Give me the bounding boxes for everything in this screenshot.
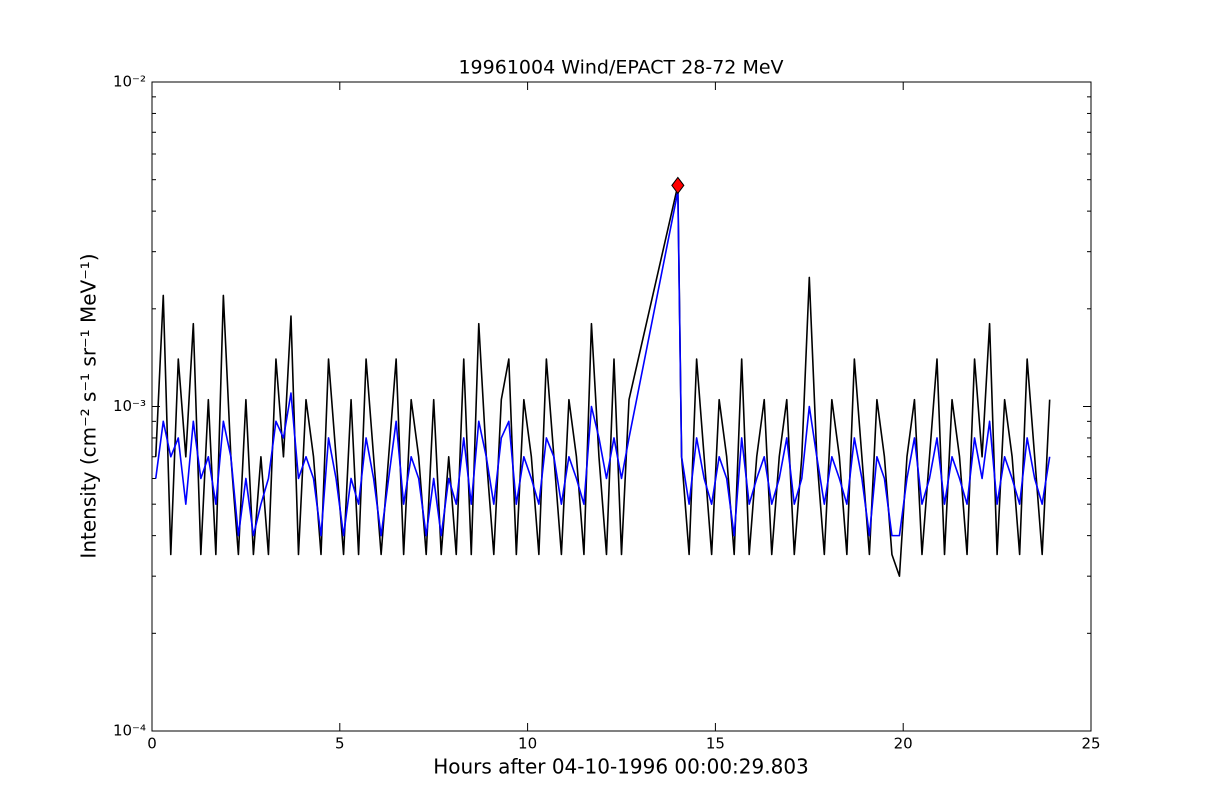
data-line xyxy=(154,190,1051,537)
x-axis-label: Hours after 04-10-1996 00:00:29.803 xyxy=(433,755,809,779)
peak-marker xyxy=(671,176,685,195)
y-tick-label: 10⁻² xyxy=(113,73,146,91)
x-tick-label: 20 xyxy=(894,735,913,753)
x-tick-label: 15 xyxy=(706,735,725,753)
x-tick-label: 0 xyxy=(147,735,157,753)
x-tick-label: 10 xyxy=(518,735,537,753)
x-tick-label: 25 xyxy=(1081,735,1100,753)
chart-title: 19961004 Wind/EPACT 28-72 MeV xyxy=(458,57,783,79)
data-line xyxy=(154,184,1051,577)
plot-frame xyxy=(151,81,1092,732)
y-tick-label: 10⁻⁴ xyxy=(113,722,146,740)
y-axis-label: Intensity (cm⁻² s⁻¹ sr⁻¹ MeV⁻¹) xyxy=(77,253,101,558)
x-tick-label: 5 xyxy=(335,735,345,753)
y-tick-label: 10⁻³ xyxy=(113,397,146,415)
